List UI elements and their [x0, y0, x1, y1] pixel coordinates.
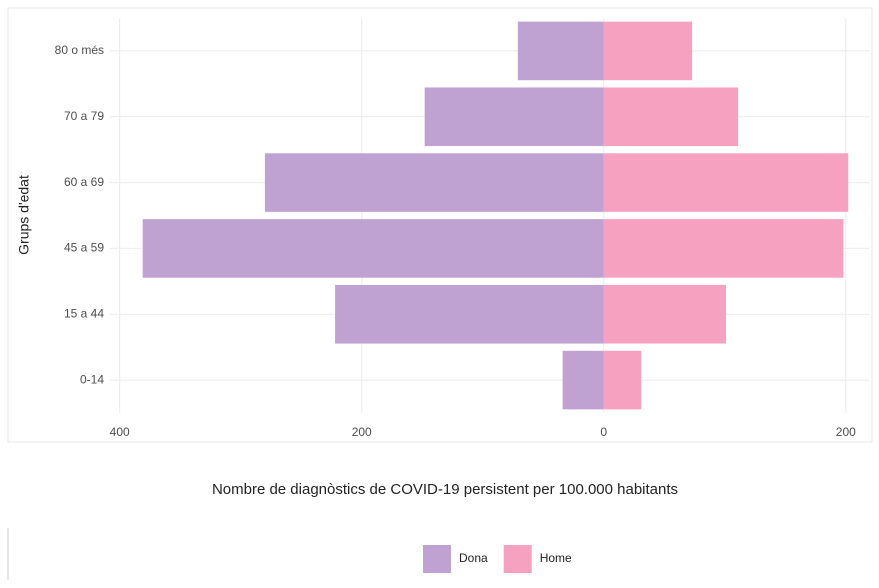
x-tick-label: 400: [110, 425, 130, 439]
bar: [603, 21, 693, 81]
y-tick-label: 70 a 79: [64, 109, 104, 123]
x-tick-label: 200: [836, 425, 856, 439]
legend-label: Home: [540, 551, 572, 565]
legend-swatch: [423, 545, 451, 573]
legend-label: Dona: [459, 551, 488, 565]
bar: [562, 350, 604, 410]
grid: [110, 18, 870, 413]
legend-swatch: [503, 545, 532, 573]
bar: [603, 87, 739, 147]
y-tick-label: 80 o més: [55, 43, 104, 57]
plot-frame: [7, 7, 873, 443]
x-tick-label: 200: [352, 425, 372, 439]
y-tick-label: 45 a 59: [64, 241, 104, 255]
y-axis-title: Grups d'edat: [16, 175, 32, 255]
x-tick-label: 0: [600, 425, 607, 439]
y-tick-label: 60 a 69: [64, 175, 104, 189]
bar: [142, 219, 604, 278]
bar: [603, 153, 849, 212]
bars: [142, 21, 849, 410]
bar: [603, 219, 844, 278]
x-axis-title: Nombre de diagnòstics de COVID-19 persis…: [212, 481, 678, 498]
y-tick-label: 15 a 44: [64, 306, 104, 320]
bar: [264, 153, 604, 212]
bar: [603, 350, 642, 410]
bar: [335, 284, 604, 344]
y-tick-label: 0-14: [80, 372, 104, 386]
bar: [424, 87, 604, 147]
bar: [603, 284, 726, 344]
bar: [517, 21, 604, 81]
